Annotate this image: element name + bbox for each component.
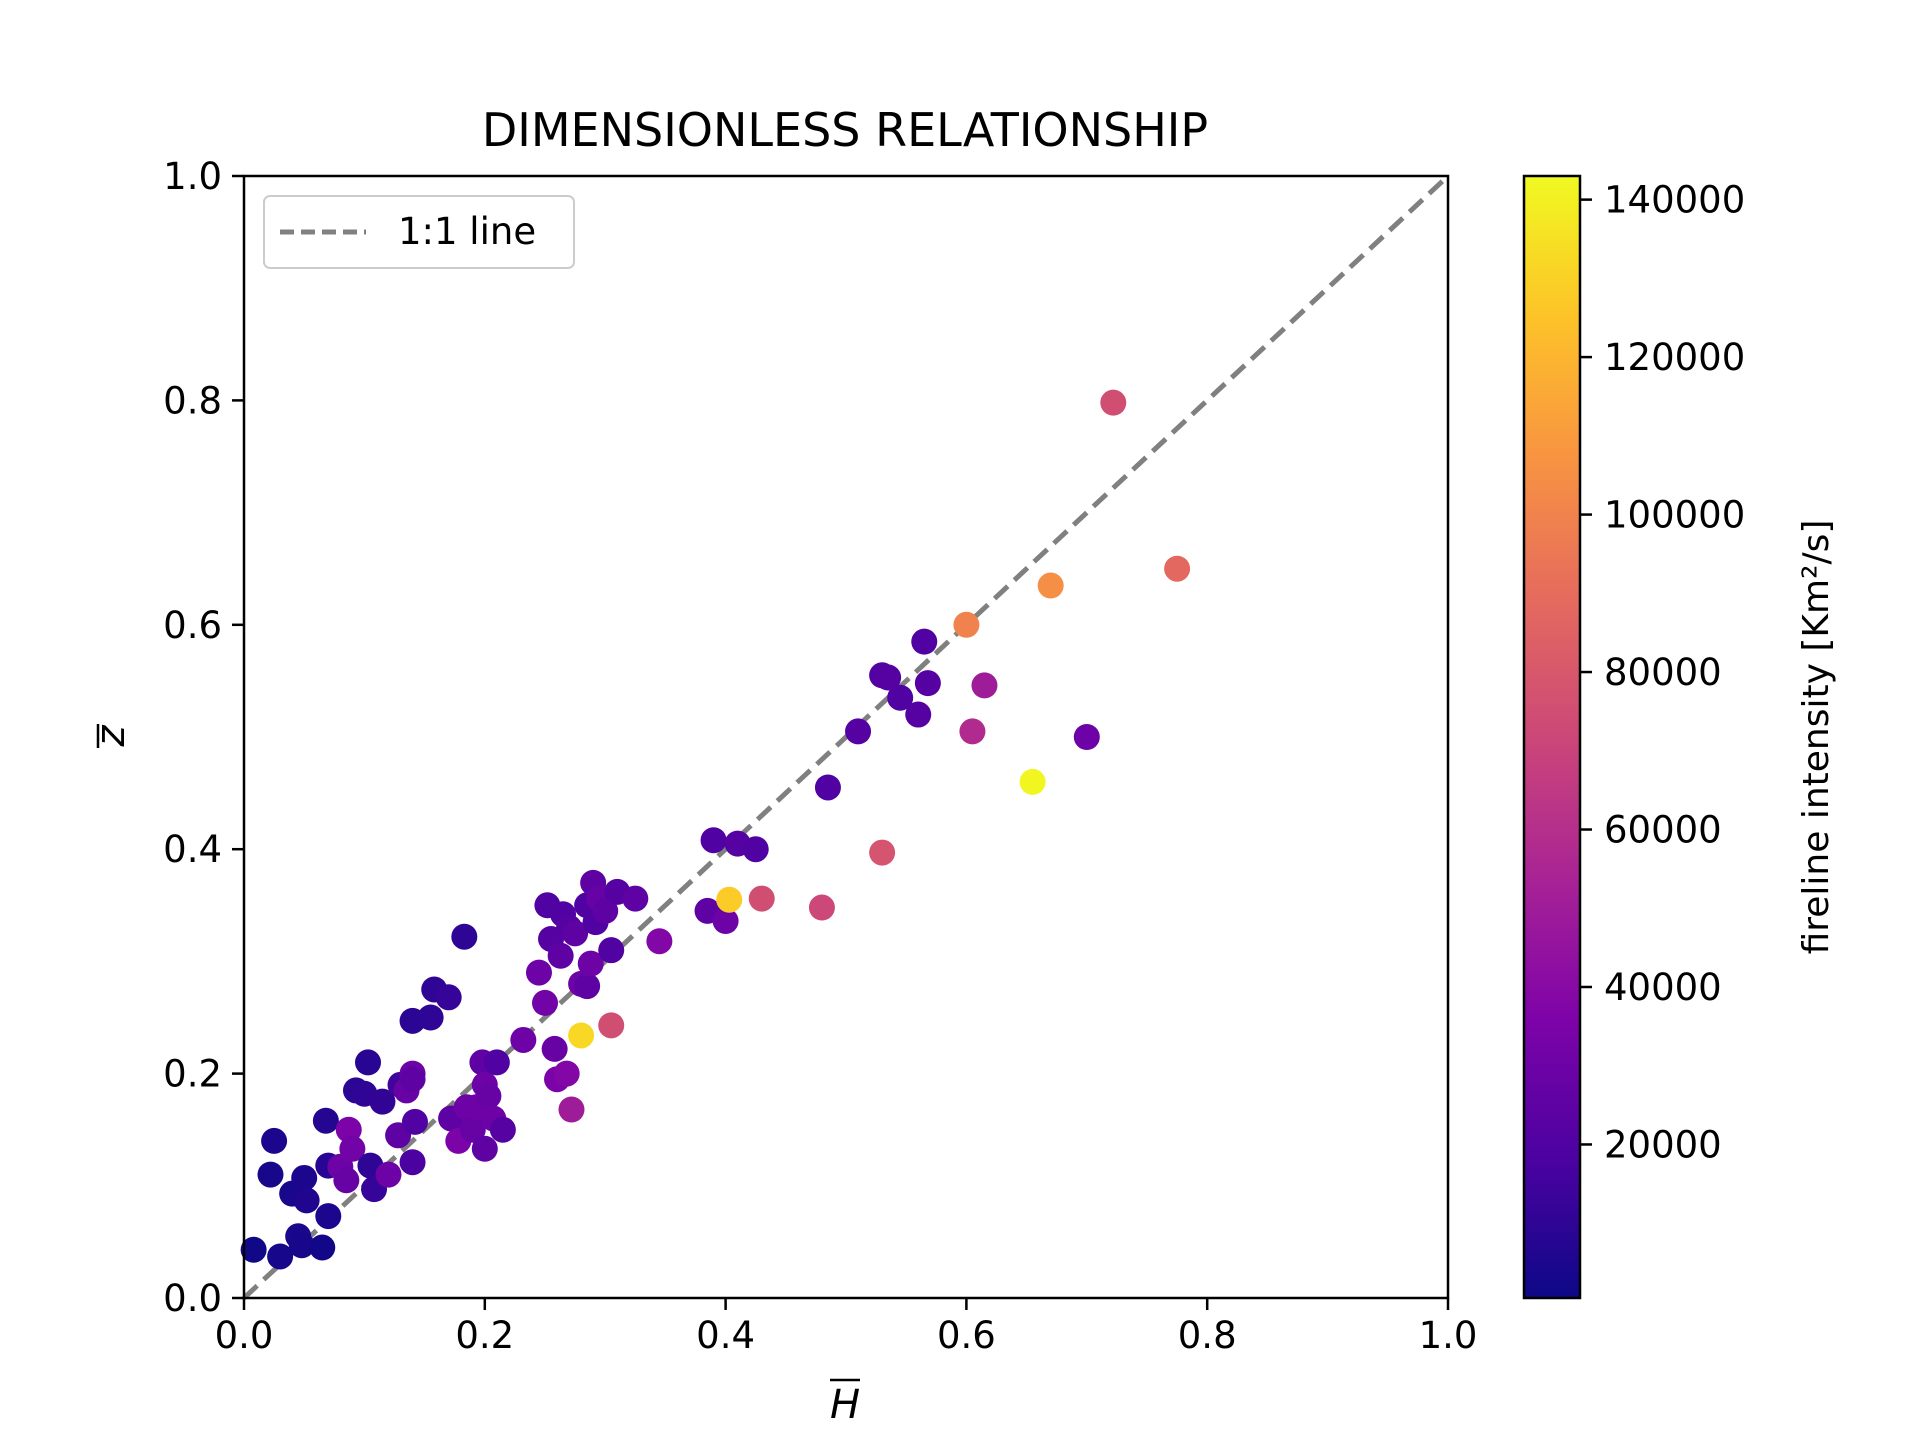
legend-box [263, 195, 575, 269]
scatter-point [333, 1167, 360, 1194]
colorbar-label: fireline intensity [Km²/s] [1796, 520, 1837, 955]
scatter-point [574, 973, 601, 1000]
scatter-point [558, 1096, 585, 1123]
scatter-point [451, 923, 478, 950]
x-tick-label: 0.2 [455, 1314, 514, 1357]
scatter-point [911, 628, 938, 655]
scatter-point [399, 1149, 426, 1176]
scatter-point [716, 886, 743, 913]
y-tick-label: 0.2 [163, 1053, 222, 1096]
legend-entry-label: 1:1 line [398, 210, 536, 253]
plot-frame [242, 174, 1450, 1300]
scatter-point [568, 1022, 595, 1049]
scatter-point [541, 1035, 568, 1062]
colorbar-tick-label: 80000 [1604, 651, 1722, 694]
y-tick-label: 0.6 [163, 604, 222, 647]
chart-title: DIMENSIONLESS RELATIONSHIP [482, 103, 1208, 157]
scatter-point [355, 1049, 382, 1076]
y-tick-label: 1.0 [163, 155, 222, 198]
scatter-point [293, 1187, 320, 1214]
x-tick-label: 0.4 [696, 1314, 755, 1357]
scatter-point [532, 989, 558, 1016]
scatter-point [483, 1049, 510, 1076]
legend: 1:1 line [263, 195, 575, 269]
x-axis-label: H [830, 1382, 860, 1428]
scatter-point [953, 611, 980, 638]
scatter-point [1073, 724, 1100, 750]
scatter-point [808, 894, 835, 921]
scatter-point [1037, 572, 1064, 599]
scatter-point [401, 1108, 428, 1135]
scatter-point [417, 1004, 444, 1031]
colorbar-tick-label: 100000 [1604, 494, 1745, 537]
scatter-point [315, 1203, 342, 1230]
y-tick-label: 0.0 [163, 1277, 222, 1320]
scatter-point [288, 1232, 315, 1259]
scatter-point [814, 774, 841, 801]
scatter-point [742, 836, 769, 863]
scatter-point [471, 1135, 498, 1162]
scatter-point [459, 1116, 486, 1143]
scatter-point [905, 701, 932, 728]
scatter-point [562, 920, 589, 947]
scatter-point [261, 1127, 288, 1154]
scatter-point [312, 1107, 339, 1134]
scatter-point [399, 1066, 426, 1093]
colorbar: 20000 40000 60000 80000 100000 120000 140000 [1522, 174, 1745, 1300]
colorbar-tick-label: 60000 [1604, 809, 1722, 852]
scatter-point [700, 827, 727, 854]
scatter-point [598, 937, 625, 964]
scatter-point [712, 908, 739, 935]
colorbar-tick-label: 120000 [1604, 336, 1745, 379]
y-axis-label: z [88, 725, 134, 748]
y-tick-label: 0.8 [163, 379, 222, 422]
scatter-point [1019, 768, 1046, 795]
scatter-point [1100, 389, 1127, 416]
colorbar-gradient [1522, 174, 1582, 1300]
scatter-point [845, 718, 872, 745]
scatter-point [592, 897, 619, 924]
plot-area [240, 174, 1450, 1300]
scatter-point [646, 928, 673, 955]
x-tick-label: 0.0 [215, 1314, 274, 1357]
x-tick-label: 0.6 [937, 1314, 996, 1357]
scatter-point [525, 959, 552, 986]
colorbar-tick-label: 40000 [1604, 966, 1722, 1009]
scatter-point [875, 664, 902, 691]
scatter-point [489, 1116, 516, 1143]
scatter-point [959, 718, 986, 745]
scatter-point [577, 950, 604, 977]
colorbar-tick-label: 20000 [1604, 1123, 1722, 1166]
scatter-point [309, 1234, 336, 1261]
scatter-point [547, 942, 574, 969]
scatter-point [475, 1083, 502, 1110]
y-tick-label: 0.4 [163, 828, 222, 871]
x-tick-label: 0.8 [1178, 1314, 1237, 1357]
scatter-point [291, 1164, 318, 1191]
colorbar-tick-label: 140000 [1604, 179, 1745, 222]
scatter-point [375, 1161, 402, 1188]
scatter-point [971, 672, 998, 699]
scatter-point [914, 670, 941, 697]
scatter-point [553, 1060, 580, 1087]
scatter-point [869, 839, 896, 866]
scatter-point [598, 1012, 625, 1039]
scatter-point [339, 1135, 366, 1162]
scatter-point [369, 1088, 396, 1115]
scatter-point [622, 885, 649, 912]
scatter-point [510, 1026, 537, 1053]
scatter-point [267, 1243, 294, 1270]
scatter-point [1164, 555, 1191, 582]
x-tick-label: 1.0 [1419, 1314, 1478, 1357]
scatter-point [887, 684, 914, 711]
scatter-point [240, 1236, 267, 1263]
scatter-point [435, 984, 462, 1011]
scatter-point [257, 1161, 284, 1188]
scatter-point [748, 885, 775, 912]
